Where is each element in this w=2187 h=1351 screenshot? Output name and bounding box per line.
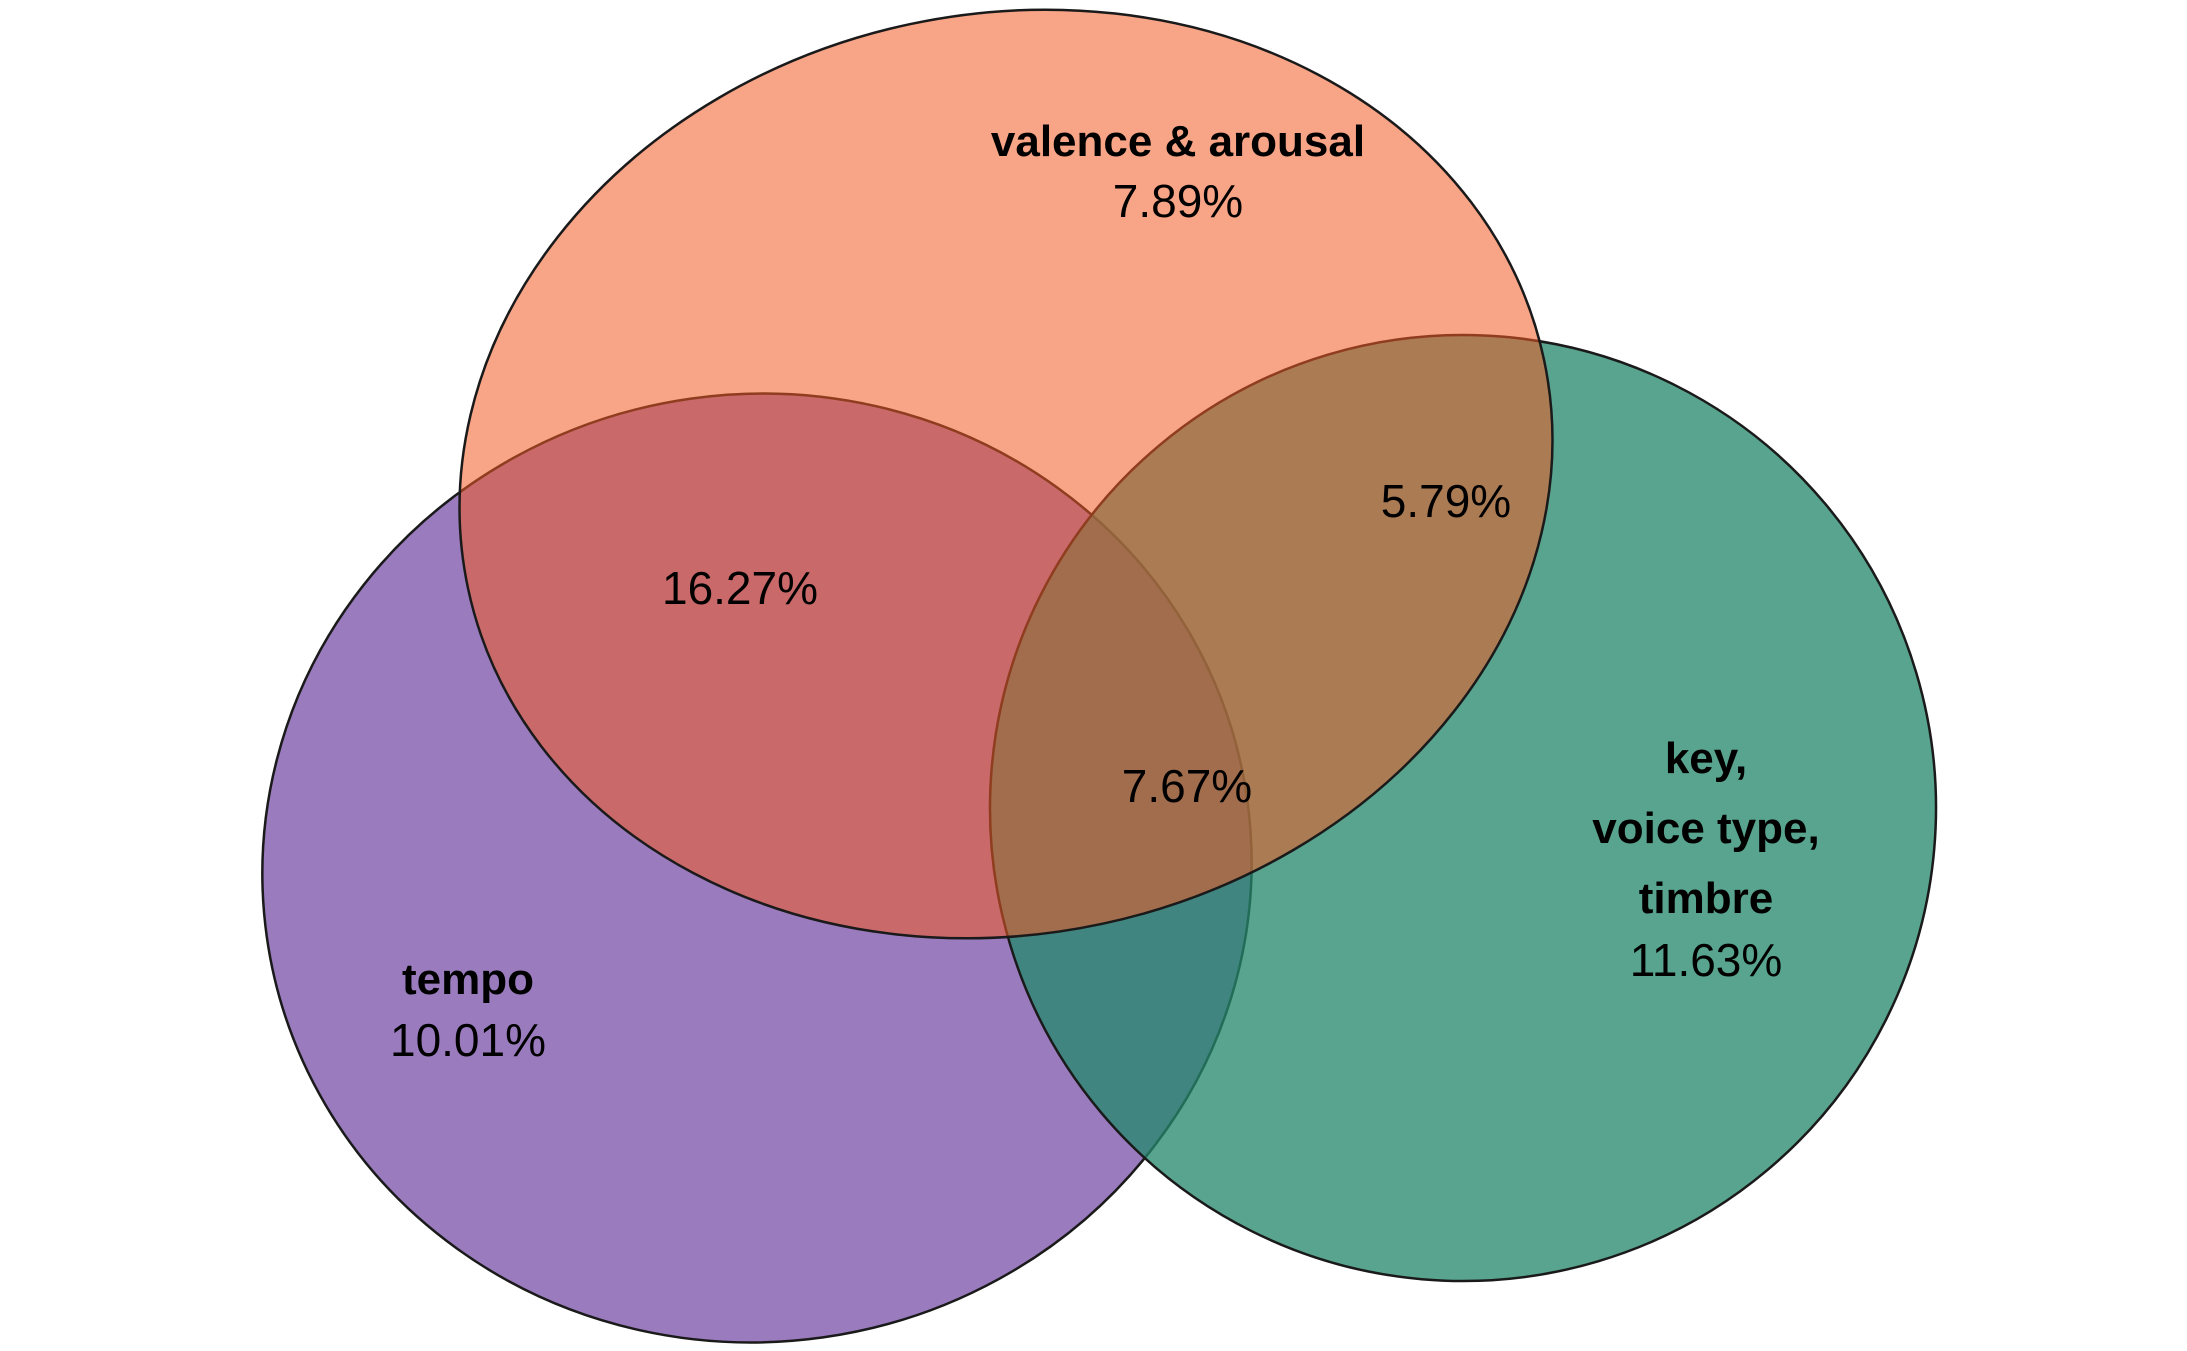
key-voice-timbre-only-percent: 11.63%	[1630, 934, 1783, 986]
set-valence-arousal-ellipse	[458, 8, 1554, 940]
key-voice-timbre-label-line-3: timbre	[1639, 874, 1773, 923]
tempo-label: tempo	[402, 955, 534, 1004]
valence-tempo-overlap-percent: 16.27%	[662, 562, 818, 614]
valence-key-overlap-percent: 5.79%	[1381, 475, 1511, 527]
valence-arousal-label: valence & arousal	[991, 117, 1365, 166]
key-voice-timbre-label-line-1: key,	[1665, 734, 1747, 783]
key-voice-timbre-label-line-2: voice type,	[1592, 804, 1819, 853]
valence-arousal-only-percent: 7.89%	[1113, 175, 1243, 227]
tempo-only-percent: 10.01%	[390, 1014, 546, 1066]
all-three-overlap-percent: 7.67%	[1122, 760, 1252, 812]
